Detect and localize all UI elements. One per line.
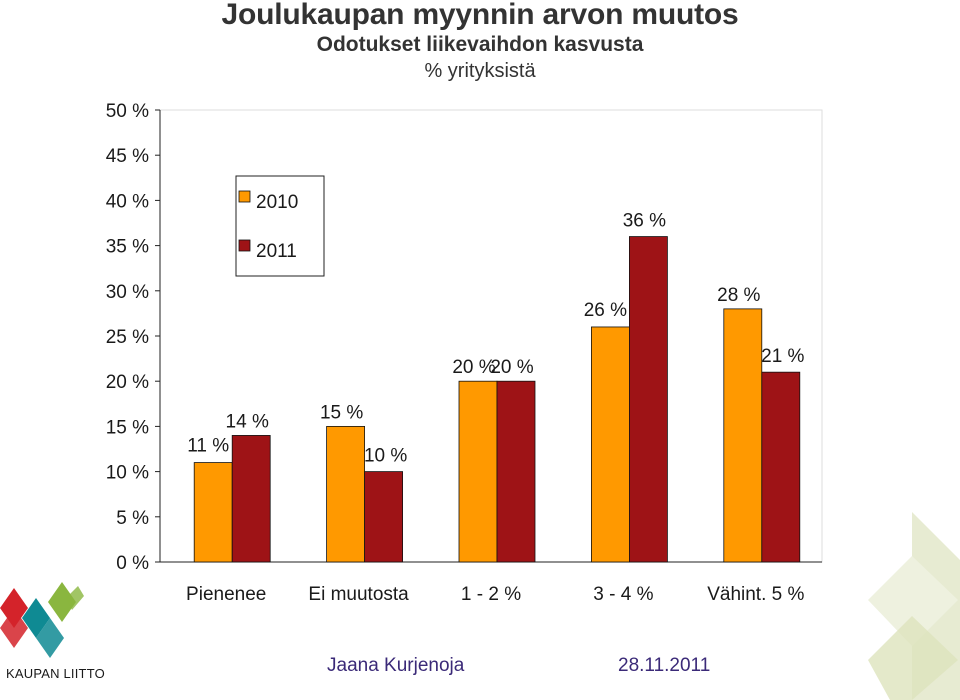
logo-shape-red — [0, 608, 28, 648]
x-tick-label: Vähint. 5 % — [707, 584, 804, 605]
y-tick-label: 45 % — [106, 146, 149, 167]
data-label: 11 % — [187, 436, 229, 457]
bar-2010 — [591, 326, 630, 563]
data-label: 28 % — [717, 285, 760, 306]
y-tick-label: 30 % — [106, 282, 149, 303]
legend-label: 2011 — [256, 241, 297, 262]
y-tick-label: 10 % — [106, 463, 149, 484]
bar-2010 — [193, 462, 233, 563]
logo-shape-teal — [36, 618, 64, 658]
y-tick-label: 15 % — [106, 417, 149, 438]
bar-2011 — [364, 471, 404, 563]
data-label: 20 % — [452, 357, 495, 378]
bar-2011 — [496, 380, 536, 563]
footer-author: Jaana Kurjenoja — [327, 655, 465, 676]
chart-title: Joulukaupan myynnin arvon muutos — [221, 0, 739, 31]
footer-date: 28.11.2011 — [618, 655, 711, 676]
data-label: 36 % — [623, 211, 666, 232]
bar-2010 — [723, 308, 763, 563]
logo-shape-green — [66, 586, 84, 610]
x-tick-label: Pienenee — [186, 584, 266, 605]
x-tick-label: 1 - 2 % — [461, 584, 521, 605]
data-label: 15 % — [320, 402, 363, 423]
legend-swatch-2010 — [238, 190, 251, 203]
data-label: 26 % — [584, 300, 627, 321]
y-tick-label: 35 % — [106, 237, 149, 258]
chart-subtitle: Odotukset liikevaihdon kasvusta — [316, 33, 644, 56]
decor-shape — [868, 556, 958, 646]
x-tick-label: Ei muutosta — [308, 584, 409, 605]
legend-label: 2010 — [256, 192, 298, 213]
logo-shape-green — [48, 582, 76, 622]
y-tick-label: 5 % — [116, 508, 149, 529]
legend-swatch-2011 — [238, 239, 251, 252]
bar-2010 — [326, 425, 366, 563]
decor-shape — [868, 616, 958, 700]
y-tick-label: 20 % — [106, 372, 149, 393]
x-tick-label: 3 - 4 % — [593, 584, 653, 605]
data-label: 21 % — [761, 346, 804, 367]
data-label: 14 % — [226, 411, 269, 432]
y-tick-label: 0 % — [116, 553, 149, 574]
legend-box — [235, 175, 325, 277]
data-label: 10 % — [364, 446, 407, 467]
logo-text: KAUPAN LIITTO — [6, 666, 105, 681]
data-label: 20 % — [490, 357, 533, 378]
y-tick-label: 25 % — [106, 327, 149, 348]
y-tick-label: 50 % — [106, 101, 149, 122]
chart-unit-subtitle: % yrityksistä — [424, 60, 536, 82]
bar-2011 — [629, 236, 668, 563]
bar-2011 — [761, 371, 801, 563]
bar-2011 — [231, 435, 271, 563]
bar-2010 — [458, 380, 498, 563]
y-tick-label: 40 % — [106, 191, 149, 212]
